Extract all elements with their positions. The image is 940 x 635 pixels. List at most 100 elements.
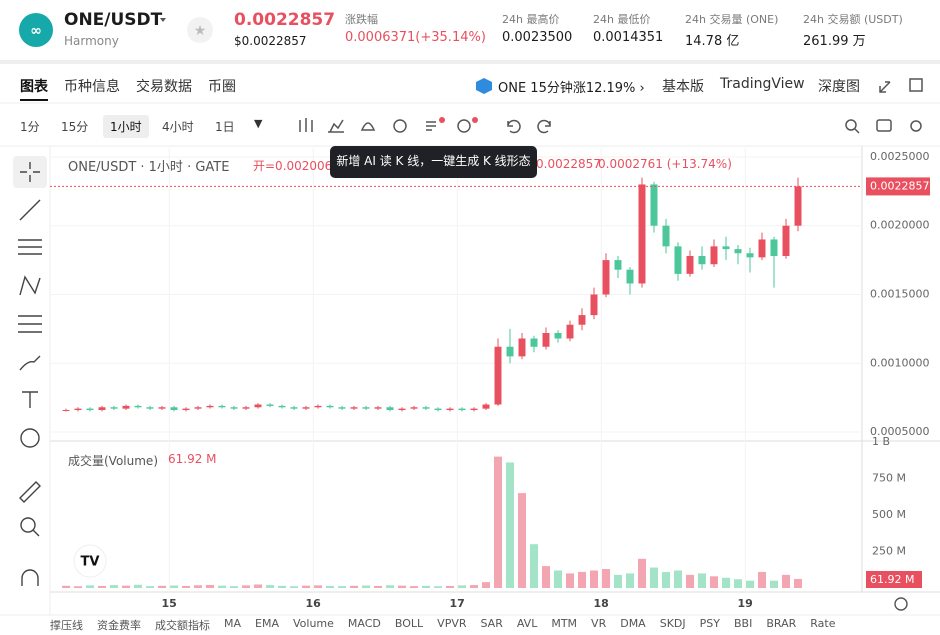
indicator[interactable]: 资金费率 [97, 619, 141, 632]
promo-logo [476, 78, 492, 94]
indicator[interactable]: BBI [733, 617, 753, 630]
indicator[interactable]: SAR [480, 617, 503, 630]
pattern-tool[interactable] [19, 275, 41, 296]
crosshair-tool[interactable] [20, 162, 40, 182]
emoji-tool[interactable] [20, 428, 40, 448]
volume-bar [710, 576, 718, 588]
favorite-button[interactable] [187, 17, 213, 43]
candle-body [758, 239, 766, 258]
symbol[interactable]: ONE/USDT [64, 10, 163, 30]
volume-bar [602, 569, 610, 588]
indicator[interactable]: Rate [810, 617, 836, 630]
badge-dot [472, 117, 478, 123]
window-icon[interactable] [909, 78, 923, 92]
alert-icon[interactable] [360, 122, 376, 131]
candle-body [266, 404, 274, 406]
indicator-bar: 撑压线 资金费率 成交额指标 MA EMA Volume MACD BOLL VPVR SAR AV… [50, 617, 835, 633]
indicator[interactable]: VPVR [437, 617, 467, 630]
candle-body [770, 239, 778, 256]
interval[interactable]: 4小时 [162, 120, 194, 134]
indicator[interactable]: MACD [347, 617, 381, 630]
undo-icon[interactable] [507, 119, 521, 134]
view-option[interactable]: 基本版 [662, 79, 704, 95]
volume-bar [590, 570, 598, 588]
volume-bar [686, 574, 694, 588]
indicator[interactable]: 撑压线 [50, 619, 83, 632]
indicator[interactable]: MA [224, 617, 242, 630]
view-option[interactable]: TradingView [720, 76, 805, 92]
candle-body [746, 253, 754, 258]
volume-bar [422, 585, 430, 588]
search-icon[interactable] [845, 119, 857, 131]
magnet-tool[interactable] [21, 569, 39, 586]
camera-icon[interactable] [876, 119, 892, 132]
indicator[interactable]: DMA [620, 617, 646, 630]
interval[interactable]: 1分 [20, 120, 40, 134]
interval[interactable]: 1日 [215, 120, 235, 134]
brush-tool[interactable] [19, 355, 41, 371]
candle-body [794, 186, 802, 226]
text-tool[interactable] [22, 391, 38, 408]
stat-label: 24h 交易额 (USDT) [803, 13, 903, 26]
volume-bar [566, 573, 574, 588]
favorite-star[interactable]: ★ [194, 23, 207, 39]
symbol-dropdown[interactable] [160, 18, 166, 22]
indicator[interactable]: EMA [255, 617, 279, 630]
stat-label: 涨跌幅 [345, 13, 378, 26]
volume-bar [650, 567, 658, 588]
fib-tool[interactable] [18, 315, 42, 333]
redo-icon[interactable] [537, 119, 551, 134]
candle-body [62, 410, 70, 412]
legend-open: 开=0.0020062 [253, 159, 340, 173]
candle-body [302, 407, 310, 409]
indicator[interactable]: Volume [292, 617, 334, 630]
ruler-tool[interactable] [19, 481, 41, 503]
ai-icon[interactable] [426, 121, 436, 131]
interval[interactable]: 15分 [61, 120, 89, 134]
search-icon[interactable] [854, 128, 860, 134]
tab[interactable]: 币圈 [208, 79, 236, 95]
zoom-tool[interactable] [32, 529, 40, 537]
volume-bar [410, 586, 418, 588]
indicator[interactable]: VR [591, 617, 607, 630]
interval[interactable]: 1小时 [103, 115, 149, 138]
indicator[interactable]: MTM [551, 617, 578, 630]
badge-dot [439, 117, 445, 123]
parallel-tool[interactable] [18, 239, 42, 255]
promo-text[interactable]: ONE 15分钟涨12.19% [498, 81, 636, 96]
indicator[interactable]: PSY [699, 617, 720, 630]
tab[interactable]: 交易数据 [136, 79, 192, 95]
tab[interactable]: 币种信息 [64, 79, 120, 95]
tv-logo [73, 544, 107, 578]
volume-bar [482, 582, 490, 588]
replay-icon[interactable] [393, 119, 407, 133]
volume-tick-label: 750 M [872, 472, 906, 485]
indicator-icon[interactable] [328, 119, 344, 133]
zoom-tool[interactable] [20, 517, 36, 533]
indicator[interactable]: 成交额指标 [155, 619, 210, 632]
volume-bar [446, 585, 454, 588]
settings-icon[interactable] [910, 120, 922, 132]
volume-bar [362, 585, 370, 588]
indicator[interactable]: BRAR [766, 617, 797, 630]
trend-line-tool[interactable] [19, 199, 41, 221]
promo[interactable]: ONE 15分钟涨12.19% › [498, 81, 645, 96]
interval-dropdown[interactable]: ▼ [254, 117, 263, 130]
candle-body [530, 338, 538, 347]
indicator[interactable]: AVL [516, 617, 538, 630]
volume-bar [230, 586, 238, 588]
stat-label: 24h 最低价 [593, 13, 651, 26]
axis-settings-icon[interactable] [894, 597, 908, 611]
fullscreen-icon[interactable] [879, 81, 891, 93]
add-icon[interactable] [457, 119, 471, 133]
volume-bar [470, 585, 478, 588]
volume-bar [530, 544, 538, 588]
volume-bar [338, 586, 346, 588]
indicator[interactable]: SKDJ [659, 617, 686, 630]
view-option[interactable]: 深度图 [818, 79, 860, 95]
candle-body [626, 269, 634, 284]
tab[interactable]: 图表 [20, 79, 48, 95]
candle-type-icon[interactable] [299, 118, 313, 132]
candle-body [278, 405, 286, 408]
indicator[interactable]: BOLL [394, 617, 424, 630]
